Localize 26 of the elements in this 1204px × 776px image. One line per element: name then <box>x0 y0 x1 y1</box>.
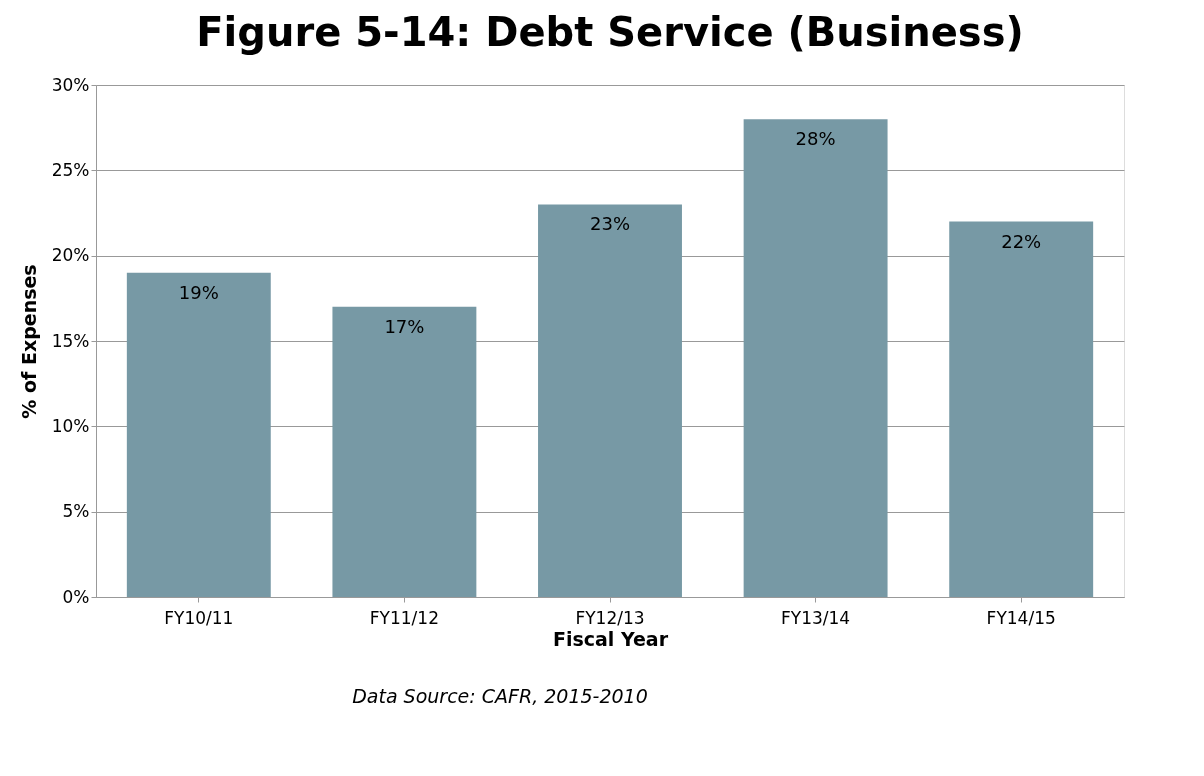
x-tick-label: FY14/15 <box>986 607 1056 628</box>
bar <box>538 204 682 597</box>
bar <box>332 306 477 597</box>
y-tick-label: 15% <box>51 330 90 351</box>
y-tick-label: 20% <box>51 245 90 266</box>
data-label: 23% <box>589 213 631 235</box>
y-tick-label: 10% <box>51 415 90 436</box>
y-axis-title: % of Expenses <box>17 264 40 419</box>
bar <box>743 119 888 597</box>
y-tick-label: 0% <box>62 586 90 607</box>
data-label: 19% <box>178 281 219 303</box>
x-tick-label: FY12/13 <box>575 607 645 628</box>
x-axis-title: Fiscal Year <box>552 627 669 650</box>
chart-title: Figure 5-14: Debt Service (Business) <box>196 9 1024 55</box>
data-label: 17% <box>384 315 425 337</box>
data-label: 28% <box>795 128 836 150</box>
y-tick-label: 25% <box>51 159 90 180</box>
bar <box>949 221 1094 597</box>
data-label: 22% <box>1001 230 1042 252</box>
y-tick-label: 5% <box>62 501 90 522</box>
x-tick-label: FY13/14 <box>781 607 851 628</box>
y-tick-label: 30% <box>51 74 90 95</box>
source-note: Data Source: CAFR, 2015-2010 <box>352 685 648 707</box>
x-tick-label: FY10/11 <box>164 607 234 628</box>
x-tick-label: FY11/12 <box>369 607 439 628</box>
bar <box>126 272 271 597</box>
